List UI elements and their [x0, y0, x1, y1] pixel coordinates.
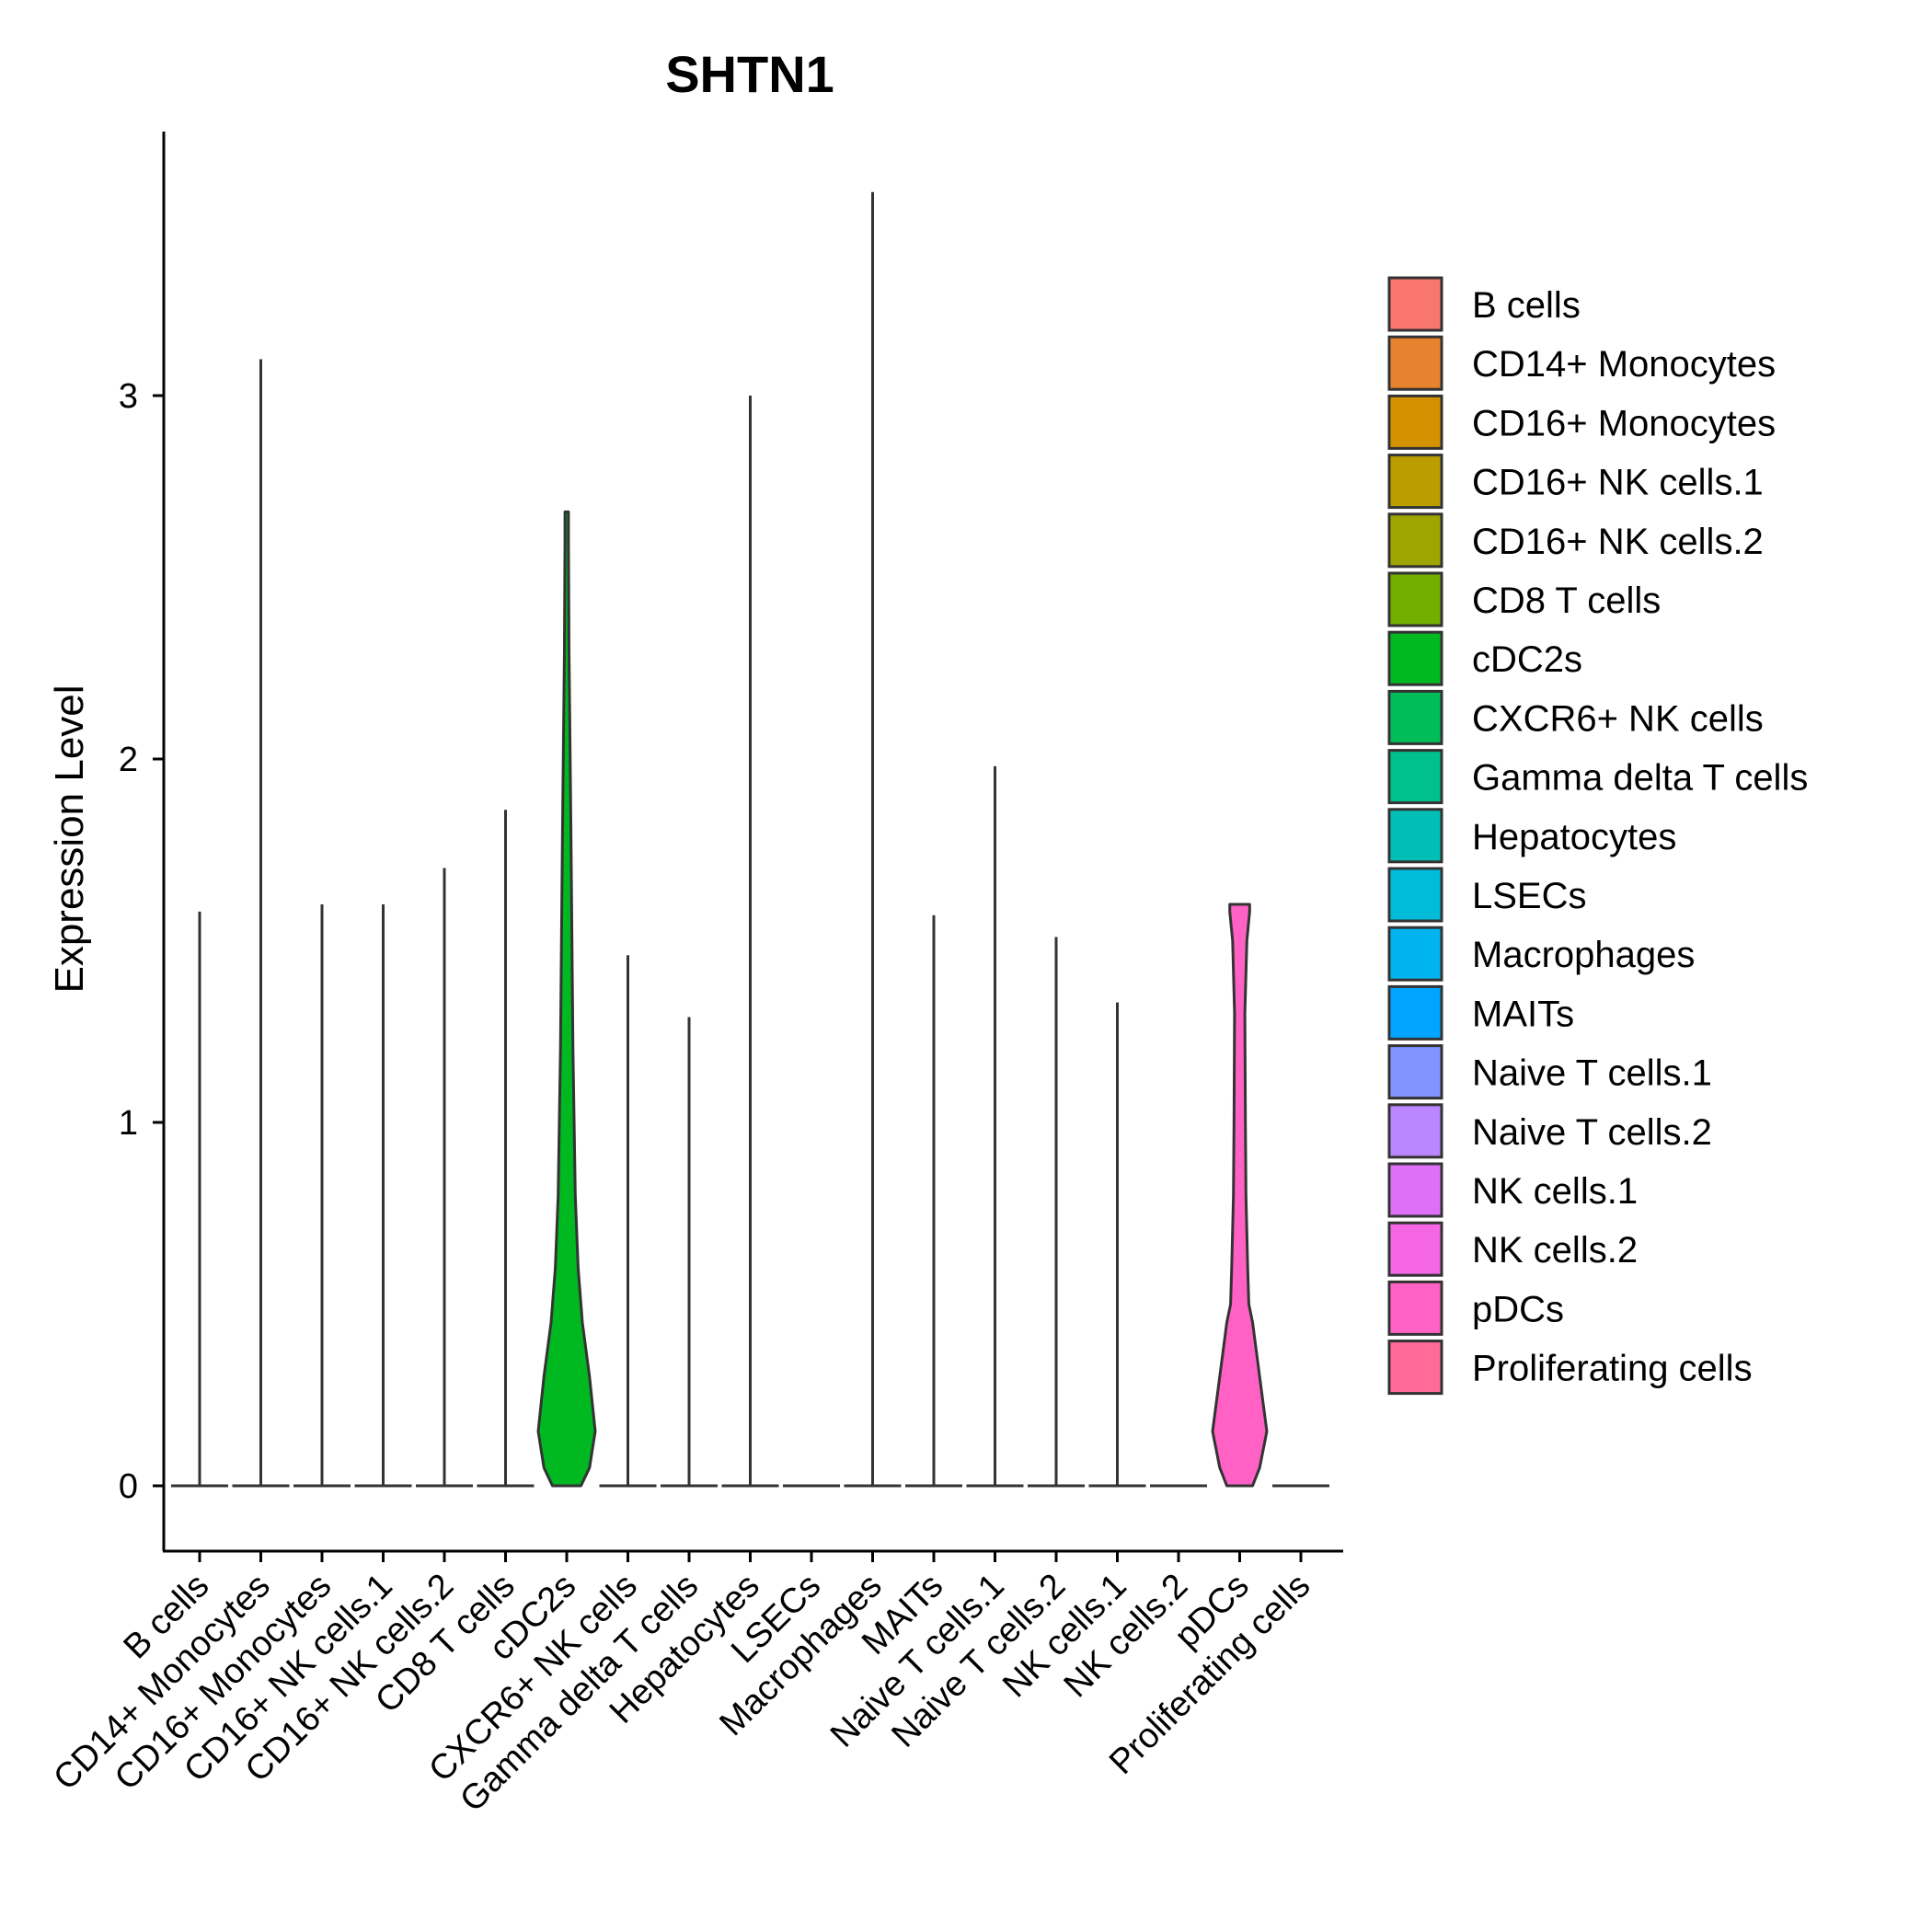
legend-swatch — [1387, 630, 1443, 686]
legend-label: CD8 T cells — [1472, 581, 1661, 621]
legend-label: MAITs — [1472, 994, 1574, 1034]
violin-6 — [536, 510, 597, 1488]
chart-title: SHTN1 — [665, 45, 834, 103]
legend-label: Naive T cells.1 — [1472, 1053, 1712, 1094]
legend-swatch — [1387, 1044, 1443, 1100]
legend-swatch — [1387, 276, 1443, 332]
legend-swatch — [1387, 1162, 1443, 1218]
legend-swatch — [1387, 1340, 1443, 1396]
legend: B cells CD14+ Monocytes CD16+ Monocytes CD1… — [1387, 276, 1808, 1396]
legend-swatch — [1387, 808, 1443, 864]
legend-label: cDC2s — [1472, 639, 1582, 680]
y-axis-ticks: 0 1 2 3 — [119, 377, 164, 1506]
legend-swatch — [1387, 1103, 1443, 1159]
violin-17 — [1211, 903, 1269, 1488]
legend-label: CD14+ Monocytes — [1472, 344, 1776, 385]
y-tick-label: 0 — [119, 1467, 138, 1506]
legend-label: LSECs — [1472, 876, 1587, 916]
legend-label: Gamma delta T cells — [1472, 758, 1808, 799]
y-tick-label: 3 — [119, 377, 138, 416]
legend-label: NK cells.1 — [1472, 1171, 1638, 1212]
legend-swatch — [1387, 926, 1443, 982]
legend-swatch — [1387, 749, 1443, 805]
legend-swatch — [1387, 1280, 1443, 1336]
legend-label: CD16+ Monocytes — [1472, 403, 1776, 443]
legend-swatch — [1387, 394, 1443, 450]
y-tick-label: 2 — [119, 741, 138, 779]
legend-label: Hepatocytes — [1472, 817, 1676, 857]
legend-label: B cells — [1472, 285, 1581, 326]
legend-label: CD16+ NK cells.1 — [1472, 463, 1764, 503]
legend-swatch — [1387, 512, 1443, 569]
legend-swatch — [1387, 984, 1443, 1041]
legend-label: CD16+ NK cells.2 — [1472, 522, 1764, 562]
y-axis-label: Expression Level — [47, 684, 92, 993]
violin-group — [171, 191, 1329, 1488]
legend-label: Proliferating cells — [1472, 1349, 1753, 1389]
legend-label: NK cells.2 — [1472, 1230, 1638, 1271]
legend-swatch — [1387, 335, 1443, 391]
legend-swatch — [1387, 689, 1443, 745]
legend-swatch — [1387, 1221, 1443, 1277]
legend-swatch — [1387, 571, 1443, 627]
legend-label: pDCs — [1472, 1289, 1564, 1329]
legend-swatch — [1387, 867, 1443, 923]
legend-label: Macrophages — [1472, 935, 1695, 975]
y-tick-label: 1 — [119, 1104, 138, 1143]
legend-swatch — [1387, 454, 1443, 510]
legend-label: Naive T cells.2 — [1472, 1112, 1712, 1153]
legend-label: CXCR6+ NK cells — [1472, 698, 1764, 739]
